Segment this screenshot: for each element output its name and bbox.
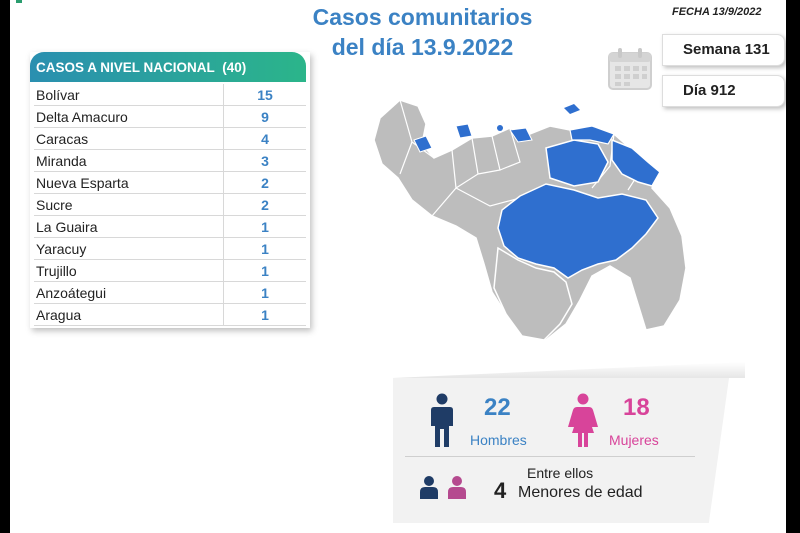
date-label: FECHA 13/9/2022 — [672, 6, 762, 18]
left-border — [0, 0, 10, 533]
page-title: Casos comunitarios del día 13.9.2022 — [250, 2, 595, 62]
week-badge: Semana 131 — [662, 34, 785, 66]
case-count: 1 — [261, 262, 269, 279]
state-name: Delta Amacuro — [34, 105, 224, 128]
case-count: 2 — [261, 196, 269, 213]
table-row: Anzoátegui 1 — [34, 281, 306, 304]
case-count: 2 — [261, 174, 269, 191]
table-row: Delta Amacuro 9 — [34, 105, 306, 128]
men-count: 22 — [484, 394, 511, 421]
map-region-miranda — [509, 127, 533, 143]
case-count: 9 — [261, 108, 269, 125]
child-blue-icon — [420, 476, 438, 499]
day-badge: Día 912 — [662, 75, 785, 107]
state-name: Miranda — [34, 149, 224, 172]
among-them-label: Entre ellos — [527, 465, 594, 481]
state-name: Aragua — [34, 303, 224, 326]
state-name: La Guaira — [34, 215, 224, 238]
stats-card-top-shadow — [393, 362, 745, 378]
child-pink-icon — [448, 476, 466, 499]
map-region-amazonas — [493, 246, 573, 341]
table-row: Yaracuy 1 — [34, 237, 306, 260]
table-row: Caracas 4 — [34, 127, 306, 150]
table-header: CASOS A NIVEL NACIONAL (40) — [30, 52, 306, 82]
stats-divider — [405, 456, 695, 457]
state-name: Nueva Esparta — [34, 171, 224, 194]
table-title: CASOS A NIVEL NACIONAL — [36, 60, 215, 75]
table-row: La Guaira 1 — [34, 215, 306, 238]
women-label: Mujeres — [609, 432, 659, 448]
title-line-1: Casos comunitarios — [312, 4, 533, 30]
map-region-trujillo — [413, 135, 433, 153]
case-count: 15 — [257, 86, 273, 103]
case-count: 4 — [261, 130, 269, 147]
state-name: Sucre — [34, 193, 224, 216]
minors-count: 4 — [494, 478, 507, 503]
top-accent-mark — [16, 0, 22, 3]
case-count: 1 — [261, 240, 269, 257]
table-row: Nueva Esparta 2 — [34, 171, 306, 194]
table-rows: Bolívar 15 Delta Amacuro 9 Caracas 4 Miranda 3 N… — [34, 83, 306, 326]
table-row: Sucre 2 — [34, 193, 306, 216]
state-name: Anzoátegui — [34, 281, 224, 304]
table-row: Miranda 3 — [34, 149, 306, 172]
case-count: 1 — [261, 306, 269, 323]
table-total: (40) — [222, 60, 247, 75]
women-count: 18 — [623, 394, 650, 421]
right-border — [786, 0, 800, 533]
minors-label: Menores de edad — [518, 484, 643, 501]
case-count: 1 — [261, 218, 269, 235]
map-region-sucre — [569, 125, 615, 145]
woman-icon — [568, 393, 598, 447]
venezuela-map — [373, 99, 687, 341]
table-row: Aragua 1 — [34, 303, 306, 326]
map-region-caracas — [497, 125, 503, 131]
state-name: Yaracuy — [34, 237, 224, 260]
table-row: Trujillo 1 — [34, 259, 306, 282]
state-name: Caracas — [34, 127, 224, 150]
state-name: Bolívar — [34, 83, 224, 106]
national-cases-table: CASOS A NIVEL NACIONAL (40) Bolívar 15 Del… — [30, 52, 310, 328]
map-region-bolivar — [497, 183, 659, 279]
case-count: 3 — [261, 152, 269, 169]
man-icon — [431, 393, 453, 447]
men-label: Hombres — [470, 432, 527, 448]
table-row: Bolívar 15 — [34, 83, 306, 106]
calendar-icon — [608, 48, 652, 90]
case-count: 1 — [261, 284, 269, 301]
map-region-nueva-esparta — [564, 104, 580, 114]
map-region-delta-amacuro — [611, 138, 661, 187]
title-line-2: del día 13.9.2022 — [331, 34, 514, 60]
map-region-anzoategui — [545, 139, 609, 187]
map-region-yaracuy — [455, 123, 473, 139]
state-name: Trujillo — [34, 259, 224, 282]
